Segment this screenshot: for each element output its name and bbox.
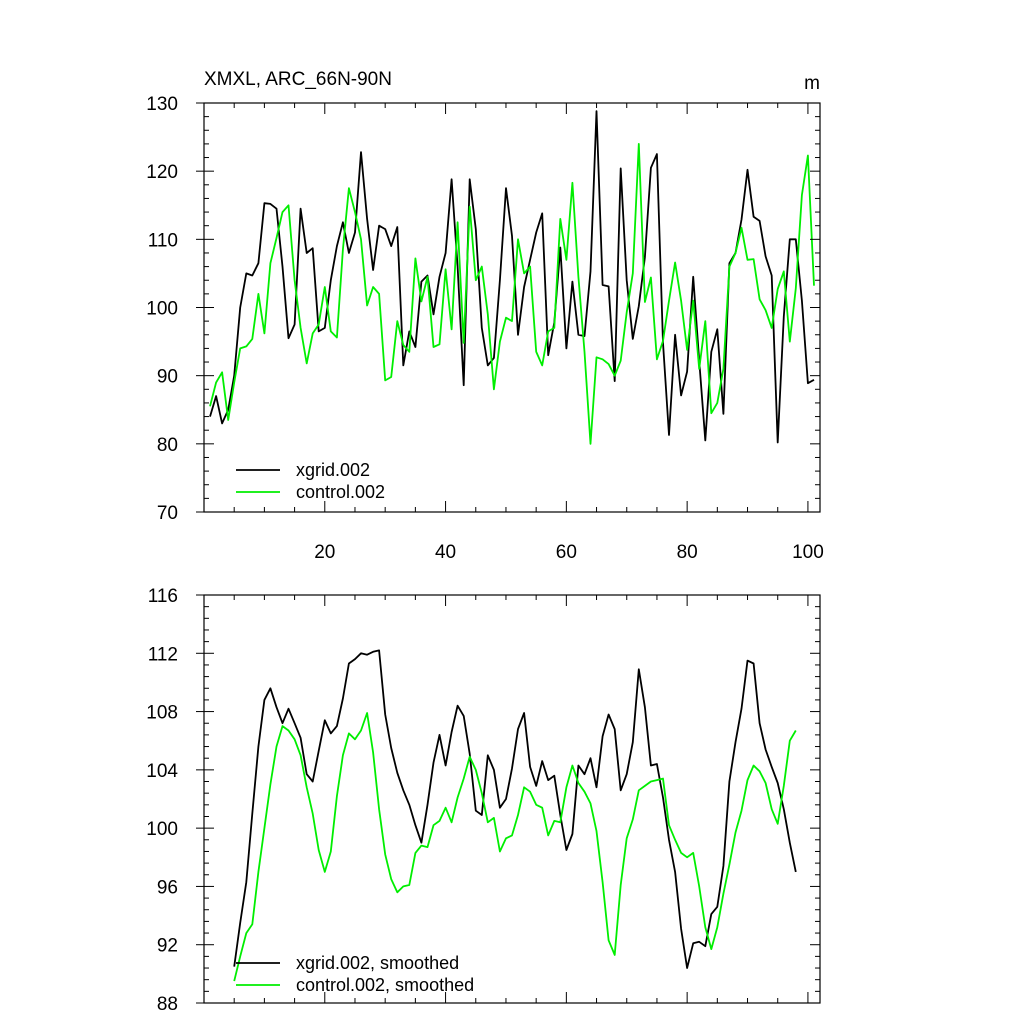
units-label: m — [804, 73, 820, 94]
y-tick-label: 116 — [148, 586, 178, 607]
x-tick-label: 80 — [677, 542, 698, 563]
top-chart: XMXL, ARC_66N-90N m 20 40 60 80 100 70 80 90 100… — [146, 69, 823, 563]
bottom-chart: 88 92 96 100 104 108 112 116 xgrid.002, smoothed… — [146, 586, 821, 1015]
y-tick-label: 104 — [146, 761, 178, 782]
x-tick-label: 20 — [314, 542, 335, 563]
y-tick-label: 110 — [148, 230, 178, 251]
series-line-xgrid — [233, 649, 797, 969]
legend-label: xgrid.002 — [296, 460, 370, 480]
legend-label: xgrid.002, smoothed — [296, 953, 459, 973]
x-tick-label: 100 — [792, 542, 824, 563]
chart-title: XMXL, ARC_66N-90N — [204, 69, 392, 90]
y-tick-label: 92 — [157, 936, 178, 957]
y-tick-label: 70 — [157, 503, 178, 524]
y-tick-label: 112 — [148, 644, 178, 665]
y-tick-label: 80 — [157, 435, 178, 456]
y-tick-label: 88 — [157, 994, 178, 1015]
y-tick-label: 108 — [146, 703, 178, 724]
x-tick-label: 60 — [556, 542, 577, 563]
legend-label: control.002 — [296, 482, 385, 502]
plot-frame — [203, 594, 821, 1004]
y-tick-label: 120 — [146, 162, 178, 183]
y-tick-label: 100 — [146, 819, 178, 840]
y-tick-label: 90 — [157, 367, 178, 388]
y-tick-label: 96 — [157, 877, 178, 898]
y-tick-label: 130 — [146, 94, 178, 115]
series-line-xgrid — [209, 110, 815, 444]
x-tick-label: 40 — [435, 542, 456, 563]
series-line-control — [233, 712, 797, 982]
series-line-control — [209, 142, 815, 445]
y-tick-label: 100 — [146, 299, 178, 320]
legend-label: control.002, smoothed — [296, 975, 474, 995]
